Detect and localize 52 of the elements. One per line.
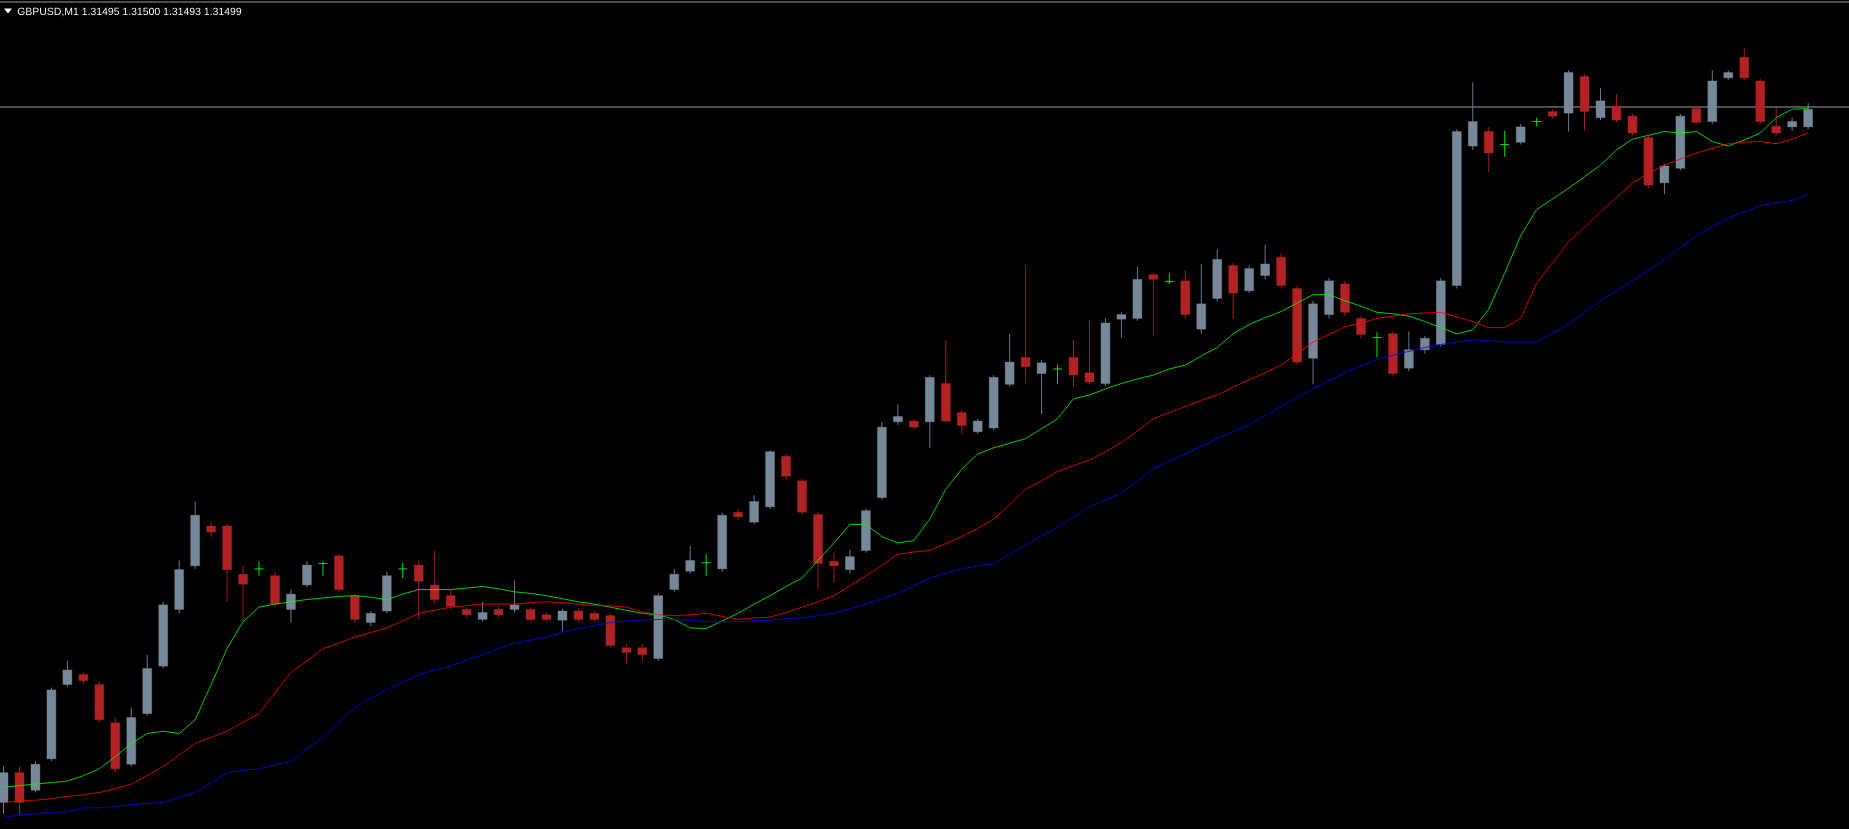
candlestick [1516, 123, 1526, 145]
candlestick [781, 453, 791, 481]
candlestick [318, 560, 328, 577]
candlestick [1771, 108, 1781, 136]
candlestick [733, 508, 743, 521]
candlestick [845, 549, 855, 574]
candlestick [1116, 311, 1127, 338]
candlestick [206, 520, 216, 538]
candlestick [1691, 105, 1702, 126]
candlestick [621, 643, 632, 665]
candlestick [1068, 339, 1079, 388]
candlestick [1244, 265, 1254, 294]
candlestick [414, 560, 424, 620]
candlestick [254, 560, 264, 577]
candlestick [302, 560, 312, 588]
candlestick [1404, 330, 1414, 372]
candlestick [1739, 47, 1749, 81]
candlestick [701, 553, 712, 577]
candlestick [1627, 113, 1638, 136]
candlestick [1611, 93, 1622, 123]
candlestick [1499, 130, 1510, 158]
candlestick [685, 545, 695, 574]
candlestick [1036, 359, 1047, 415]
candlestick [1052, 363, 1063, 385]
candlestick [669, 568, 679, 593]
candlestick [286, 589, 296, 623]
candlestick [1084, 320, 1095, 385]
candlestick [1372, 331, 1382, 358]
candlestick [238, 565, 248, 623]
candlestick [350, 592, 360, 623]
candlestick [509, 579, 520, 613]
candlestick [62, 660, 73, 688]
candlestick [1356, 315, 1366, 339]
candlestick [1148, 272, 1159, 337]
candlestick [1004, 333, 1015, 388]
chart-title: GBPUSD,M1 1.31495 1.31500 1.31493 1.31499 [17, 7, 242, 17]
candlestick [1803, 102, 1813, 130]
candlestick [749, 494, 759, 525]
candlestick [1595, 87, 1606, 121]
candlestick [1659, 163, 1670, 195]
candlestick [477, 601, 488, 623]
candlestick [397, 562, 408, 579]
candlestick [1484, 126, 1494, 173]
candlestick [893, 403, 903, 426]
candlestick [1260, 244, 1270, 280]
candlestick [1164, 272, 1175, 285]
candlestick [446, 589, 456, 610]
candlestick [829, 552, 839, 584]
candlestick [430, 550, 440, 605]
candlestick [1020, 265, 1031, 384]
candlestick [557, 608, 568, 632]
candlestick [957, 409, 967, 435]
